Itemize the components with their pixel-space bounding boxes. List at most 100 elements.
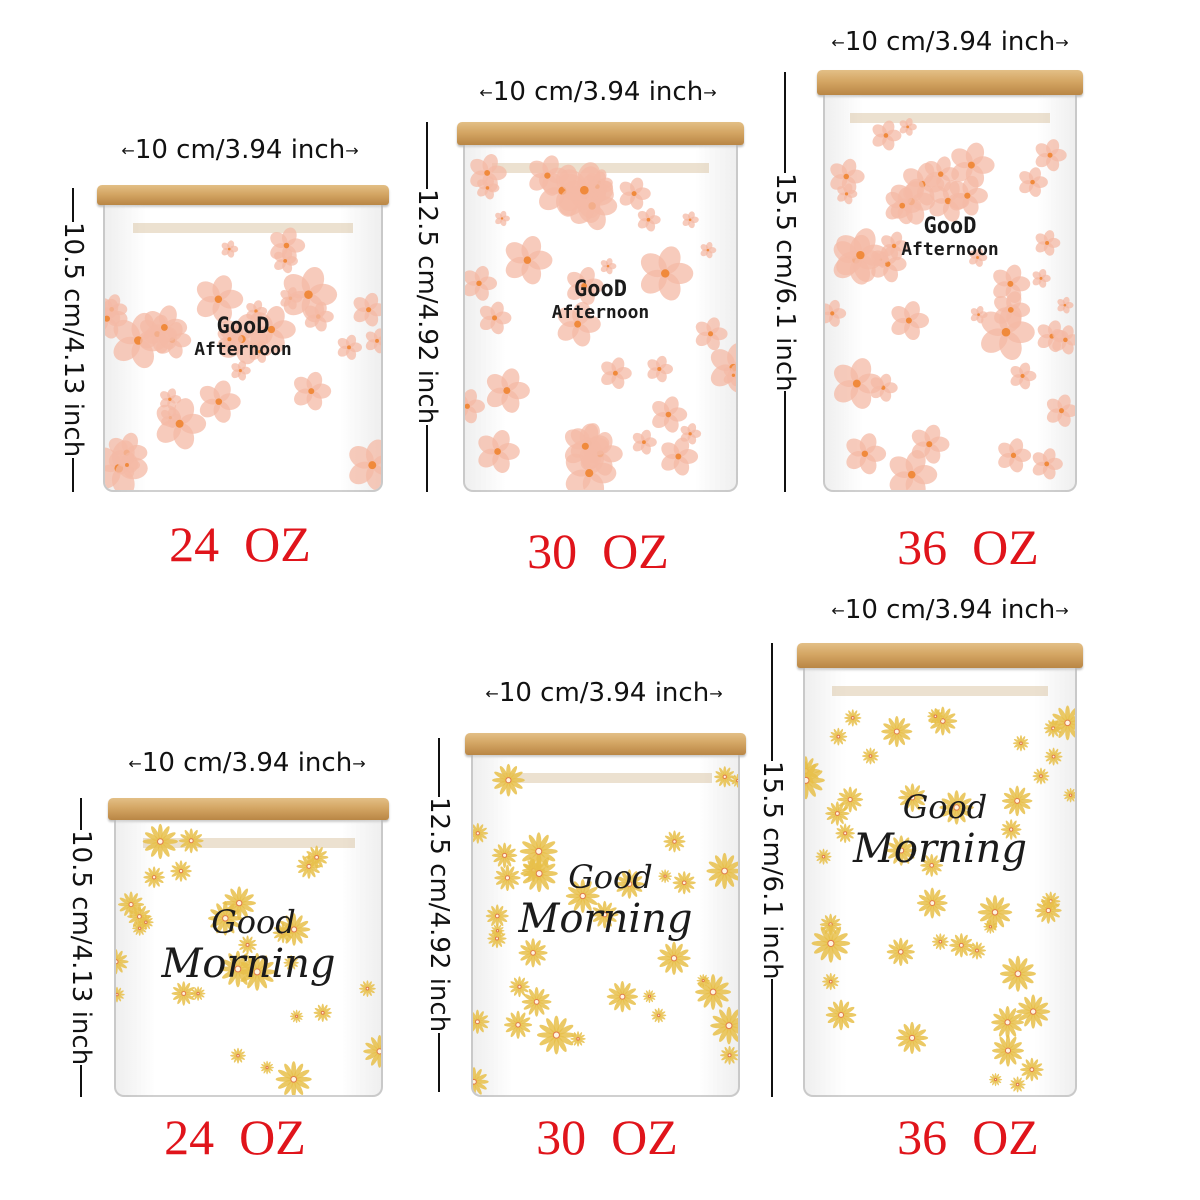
pink-flower <box>723 364 736 387</box>
yellow-daisy <box>822 972 840 991</box>
pink-flower <box>337 334 363 360</box>
pink-flower <box>283 267 338 323</box>
height-value: 15.5 cm/6.1 inch <box>757 760 787 980</box>
dimension-line-bottom <box>784 391 786 493</box>
pink-flower <box>1032 448 1063 480</box>
yellow-daisy <box>805 761 825 800</box>
pink-flower <box>105 298 128 339</box>
yellow-daisy <box>1044 747 1063 766</box>
arrow-right-icon: → <box>703 83 717 102</box>
pink-flower <box>1035 230 1061 256</box>
yellow-daisy <box>696 973 710 988</box>
yellow-daisy <box>208 901 243 936</box>
yellow-daisy <box>473 1009 490 1034</box>
yellow-daisy <box>1032 767 1050 785</box>
yellow-daisy <box>991 1006 1024 1039</box>
jar-phrase: GooD Afternoon <box>465 277 736 323</box>
width-dimension-label: ←10 cm/3.94 inch→ <box>128 748 365 778</box>
yellow-daisy <box>916 887 948 919</box>
arrow-left-icon: ← <box>485 684 499 703</box>
phrase-line-2: Afternoon <box>551 301 650 323</box>
dimension-line-bottom <box>426 424 428 493</box>
dimension-line-bottom <box>771 979 773 1098</box>
height-dimension-label: 10.5 cm/4.13 inch <box>58 188 88 493</box>
dimension-line-top <box>72 188 74 223</box>
bamboo-lid <box>817 70 1083 95</box>
jar-36oz-afternoon: GooD Afternoon <box>817 70 1083 492</box>
yellow-daisy <box>565 879 600 913</box>
yellow-daisy <box>190 986 206 1001</box>
lid-seal <box>132 223 354 233</box>
yellow-daisy <box>886 937 915 966</box>
yellow-daisy <box>614 869 645 899</box>
yellow-daisy <box>473 822 489 844</box>
yellow-daisy <box>898 783 927 812</box>
yellow-daisy <box>714 766 736 788</box>
yellow-daisy <box>304 845 329 870</box>
dimension-line-bottom <box>80 1065 82 1098</box>
pink-flower <box>969 248 988 267</box>
capacity-label: 36 OZ <box>897 1109 1039 1165</box>
width-value: 10 cm/3.94 inch <box>498 678 710 708</box>
yellow-daisy <box>171 981 196 1006</box>
flower-pattern <box>105 227 381 490</box>
pink-flower <box>1010 362 1037 390</box>
pink-flower <box>661 437 699 476</box>
yellow-daisy <box>1009 1076 1026 1093</box>
width-dimension-label: ←10 cm/3.94 inch→ <box>479 77 716 107</box>
height-dimension-label: 15.5 cm/6.1 inch <box>770 72 800 493</box>
phrase-line-2: Morning <box>518 895 693 942</box>
yellow-daisy <box>1050 705 1075 741</box>
glass-body: Good Morning <box>114 820 383 1097</box>
jar-phrase: Good Morning <box>805 788 1075 872</box>
glass-body: Good Morning <box>803 668 1077 1097</box>
pink-flower <box>836 228 889 283</box>
yellow-daisy <box>570 1031 586 1047</box>
glass-body: GooD Afternoon <box>823 95 1077 492</box>
yellow-daisy <box>815 848 832 865</box>
height-value: 10.5 cm/4.13 inch <box>58 222 88 458</box>
yellow-daisy <box>983 919 998 934</box>
yellow-daisy <box>1000 819 1022 840</box>
yellow-daisy <box>658 869 673 884</box>
jar-24oz-morning: Good Morning <box>108 798 389 1097</box>
yellow-daisy <box>939 790 974 825</box>
pink-flower <box>889 450 938 490</box>
flower-pattern <box>825 118 1075 490</box>
yellow-daisy <box>178 828 204 854</box>
pink-flower <box>349 439 381 490</box>
dimension-line-top <box>426 122 428 190</box>
pink-flower <box>477 176 500 200</box>
jar-30oz-afternoon: GooD Afternoon <box>457 122 744 492</box>
pink-flower <box>353 292 381 327</box>
yellow-daisy <box>518 938 548 968</box>
pink-flower <box>1037 320 1069 353</box>
pink-flower <box>505 236 553 285</box>
lid-seal <box>142 838 355 848</box>
yellow-daisy <box>230 1047 246 1064</box>
dimension-line-bottom <box>438 1032 440 1093</box>
yellow-daisy <box>116 986 125 1003</box>
arrow-right-icon: → <box>1055 33 1069 52</box>
yellow-daisy <box>494 864 521 892</box>
pink-flower <box>557 301 601 347</box>
pink-flower <box>294 371 332 411</box>
lid-seal <box>499 773 712 783</box>
yellow-daisy <box>490 923 505 938</box>
yellow-daisy <box>720 1045 738 1065</box>
pink-flower <box>601 357 632 390</box>
phrase-line-1: Good <box>211 903 296 942</box>
yellow-daisy <box>520 854 558 893</box>
lid-seal <box>492 163 709 173</box>
yellow-daisy <box>835 823 855 844</box>
arrow-left-icon: ← <box>128 754 142 773</box>
yellow-daisy <box>509 976 530 998</box>
pink-flower <box>1035 139 1067 172</box>
yellow-daisy <box>896 1021 929 1054</box>
arrow-right-icon: → <box>1055 601 1069 620</box>
yellow-daisy <box>473 1067 489 1095</box>
pink-flower <box>632 429 657 455</box>
yellow-daisy <box>1035 897 1062 924</box>
yellow-daisy <box>260 1060 274 1075</box>
pink-flower <box>640 246 694 301</box>
